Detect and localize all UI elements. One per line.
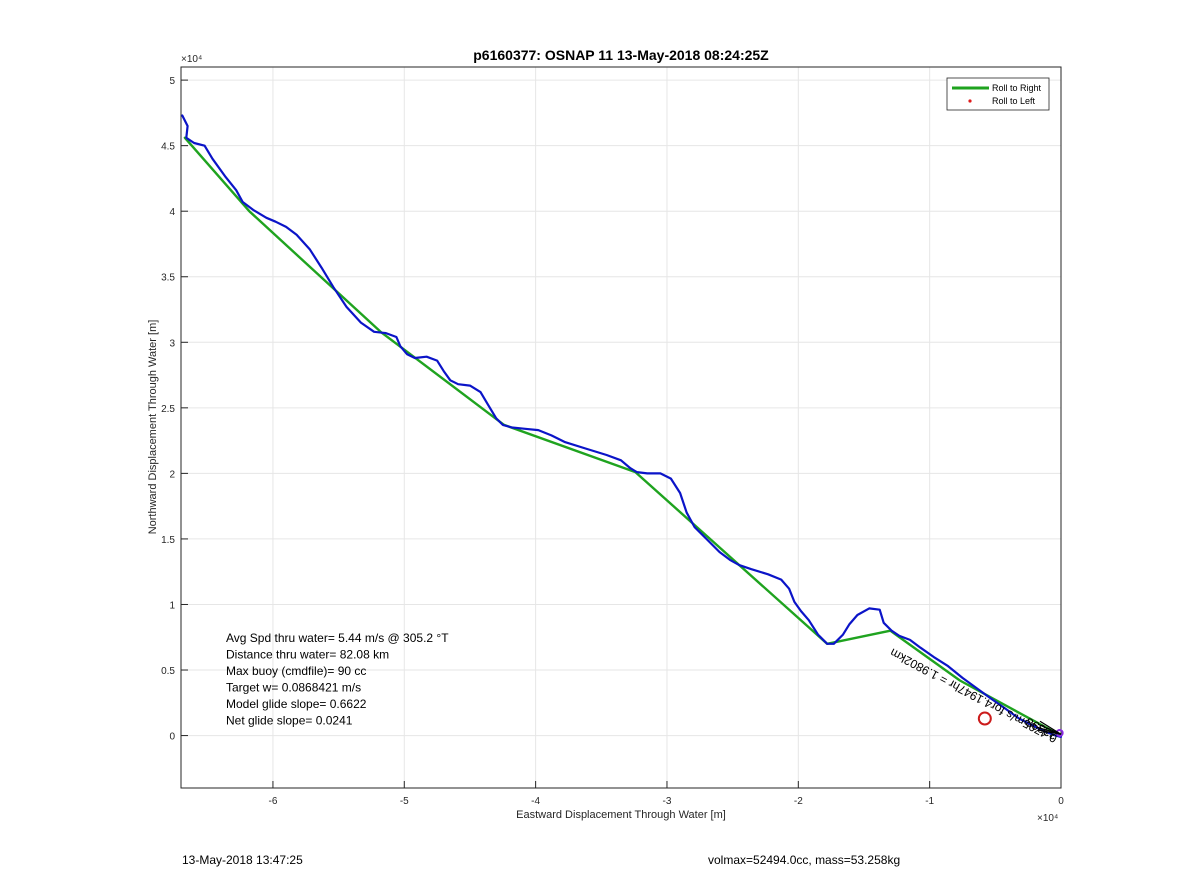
legend-label-roll-left: Roll to Left [992, 96, 1036, 106]
y-tick-label: 4 [169, 207, 175, 218]
series-group [181, 114, 1063, 739]
y-tick-label: 0.5 [161, 666, 175, 677]
legend-box [946, 77, 1050, 111]
footer-timestamp: 13-May-2018 13:47:25 [182, 853, 303, 867]
x-tick-label: -6 [268, 796, 277, 807]
stats-annotation: Distance thru water= 82.08 km [226, 648, 389, 662]
legend-swatch-roll-left [968, 99, 972, 103]
y-axis-label: Northward Displacement Through Water [m] [147, 320, 159, 535]
y-tick-label: 3 [169, 338, 175, 349]
marker-group [977, 711, 1064, 737]
marker-circle [977, 711, 992, 726]
stats-annotation: Target w= 0.0868421 m/s [226, 681, 361, 695]
legend: Roll to Right Roll to Left [946, 77, 1050, 111]
y-tick-label: 5 [169, 76, 175, 87]
x-tick-label: -5 [400, 796, 409, 807]
x-tick-label: -1 [925, 796, 934, 807]
x-tick-label: -3 [663, 796, 672, 807]
x-tick-label: 0 [1058, 796, 1064, 807]
y-tick-label: 0 [169, 732, 175, 743]
x-axis-label: Eastward Displacement Through Water [m] [516, 809, 726, 821]
chart-title: p6160377: OSNAP 11 13-May-2018 08:24:25Z [473, 47, 769, 63]
y-axis-exponent: ×10⁴ [181, 54, 202, 65]
legend-label-roll-right: Roll to Right [992, 83, 1042, 93]
y-tick-label: 2 [169, 469, 175, 480]
x-axis-exponent: ×10⁴ [1037, 813, 1058, 824]
stats-annotation: Max buoy (cmdfile)= 90 cc [226, 664, 366, 678]
y-tick-label: 4.5 [161, 142, 175, 153]
y-tick-label: 3.5 [161, 273, 175, 284]
plot-area [180, 66, 1062, 789]
x-tick-label: -2 [794, 796, 803, 807]
current-vector [1037, 723, 1062, 735]
annotation-group: Avg Spd thru water= 5.44 m/s @ 305.2 °T D… [226, 631, 1059, 746]
current-vector [1039, 720, 1062, 735]
footer-vol-mass: volmax=52494.0cc, mass=53.258kg [708, 853, 901, 867]
y-tick-label: 1.5 [161, 535, 175, 546]
stats-annotation: Model glide slope= 0.6622 [226, 697, 367, 711]
stats-annotation: Net glide slope= 0.0241 [226, 714, 353, 728]
axis-ticks: -6 -5 -4 -3 -2 -1 0 0 0.5 1 1.5 2 2.5 3 3.5 4 4.5 5 [161, 76, 1064, 807]
stats-annotation: Avg Spd thru water= 5.44 m/s @ 305.2 °T [226, 631, 449, 645]
x-tick-label: -4 [531, 796, 540, 807]
series-blue-track [181, 114, 1063, 739]
y-tick-label: 1 [169, 600, 175, 611]
grid [181, 67, 1062, 788]
y-tick-label: 2.5 [161, 404, 175, 415]
